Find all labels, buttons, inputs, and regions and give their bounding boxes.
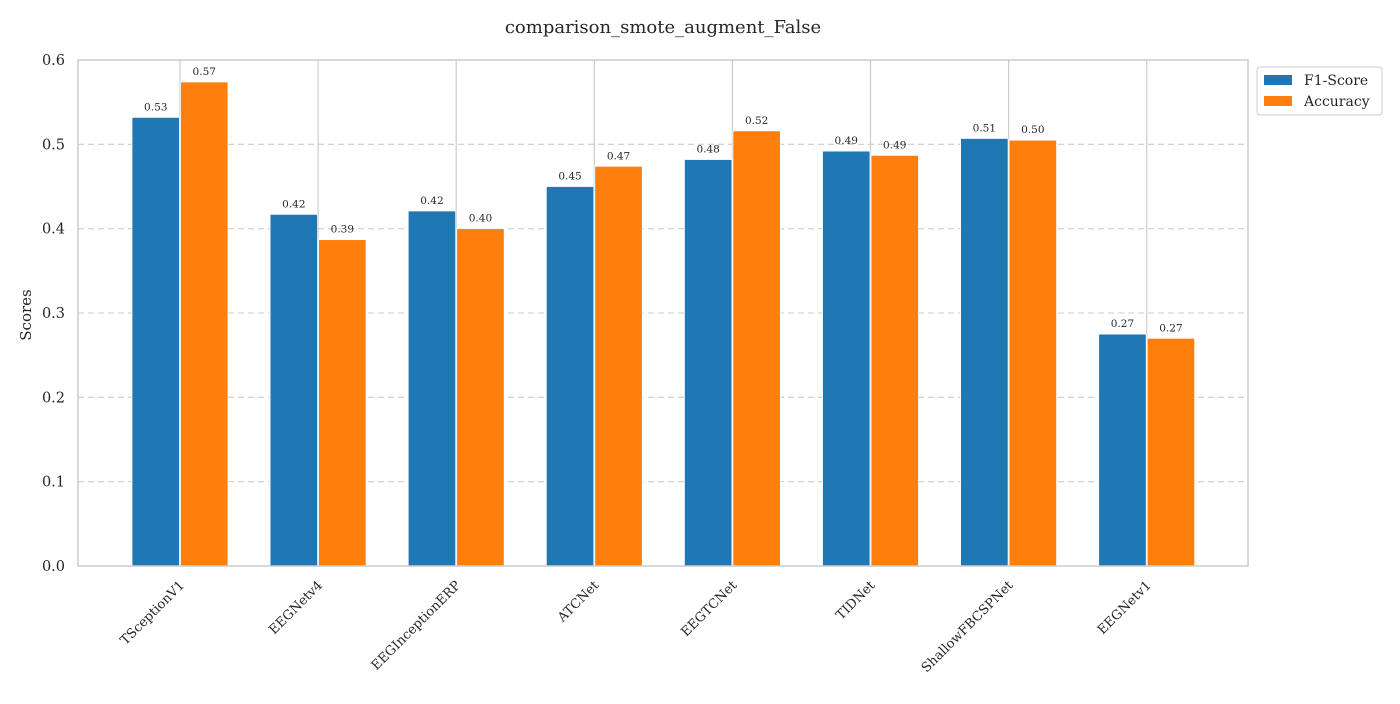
bar-value-label: 0.48 (696, 144, 719, 156)
bar-value-label: 0.39 (331, 224, 354, 236)
bar-accuracy (456, 228, 505, 567)
bar-value-label: 0.47 (607, 150, 630, 162)
y-tick-label: 0.1 (42, 475, 65, 491)
bar-value-label: 0.45 (558, 171, 581, 183)
bar-accuracy (732, 130, 781, 567)
y-tick-label: 0.2 (42, 390, 65, 406)
bar-accuracy (1008, 139, 1057, 567)
bar-value-label: 0.40 (469, 213, 492, 225)
x-tick-label: EEGInceptionERP (369, 578, 464, 673)
bar-f1-score (545, 186, 595, 567)
chart-title: comparison_smote_augment_False (505, 17, 821, 38)
y-axis-label: Scores (17, 289, 35, 340)
bar-f1-score (269, 213, 319, 567)
bar-value-label: 0.53 (144, 101, 167, 113)
bar-accuracy (870, 154, 919, 567)
legend-swatch (1264, 96, 1292, 106)
legend: F1-Score Accuracy (1256, 66, 1383, 116)
legend-label: F1-Score (1304, 73, 1368, 89)
x-tick-label: EEGTCNet (679, 578, 741, 640)
y-tick-label: 0.6 (42, 53, 65, 69)
bar-value-label: 0.57 (193, 66, 216, 78)
bar-accuracy (594, 165, 643, 567)
bar-f1-score (407, 210, 457, 567)
bar-value-label: 0.42 (282, 198, 305, 210)
y-tick-label: 0.3 (42, 306, 65, 322)
bar-f1-score (131, 116, 180, 567)
y-tick-label: 0.4 (42, 222, 65, 238)
plot-area: 0.53 0.42 0.42 0.45 0.48 0.49 0.51 0.27 0.57 0.39… (42, 53, 1249, 676)
bar-value-label: 0.27 (1111, 318, 1134, 330)
plot-frame (77, 59, 1249, 567)
x-tick-label: ATCNet (554, 578, 602, 626)
x-tick-label: TIDNet (833, 578, 878, 623)
bar-accuracy (1146, 337, 1196, 567)
bar-accuracy (318, 239, 367, 567)
bar-f1-score (684, 159, 733, 567)
bar-f1-score (822, 150, 871, 567)
x-tick-label: EEGNetv1 (1095, 578, 1155, 638)
bar-value-label: 0.42 (420, 195, 443, 207)
bar-f1-score (1098, 333, 1147, 567)
bar-value-label: 0.50 (1021, 124, 1044, 136)
x-tick-label: TSceptionV1 (118, 578, 188, 648)
bar-f1-score (960, 138, 1009, 567)
bar-value-label: 0.49 (835, 135, 858, 147)
bar-accuracy (180, 81, 229, 567)
y-tick-label: 0.5 (42, 137, 65, 153)
bar-value-label: 0.51 (973, 122, 996, 134)
x-tick-label: ShallowFBCSPNet (919, 578, 1017, 676)
bar-value-label: 0.52 (745, 115, 768, 127)
bar-value-label: 0.27 (1159, 322, 1182, 334)
legend-swatch (1264, 75, 1292, 85)
x-tick-label: EEGNetv4 (266, 578, 326, 638)
legend-label: Accuracy (1303, 94, 1370, 110)
bar-value-label: 0.49 (883, 139, 906, 151)
y-tick-label: 0.0 (42, 559, 65, 575)
